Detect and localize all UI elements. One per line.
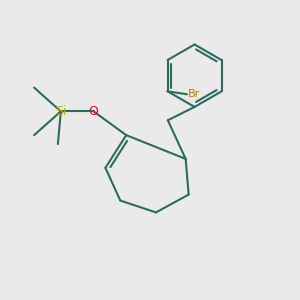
Text: Si: Si	[55, 105, 67, 118]
Text: O: O	[88, 105, 98, 118]
Text: Br: Br	[188, 89, 201, 99]
